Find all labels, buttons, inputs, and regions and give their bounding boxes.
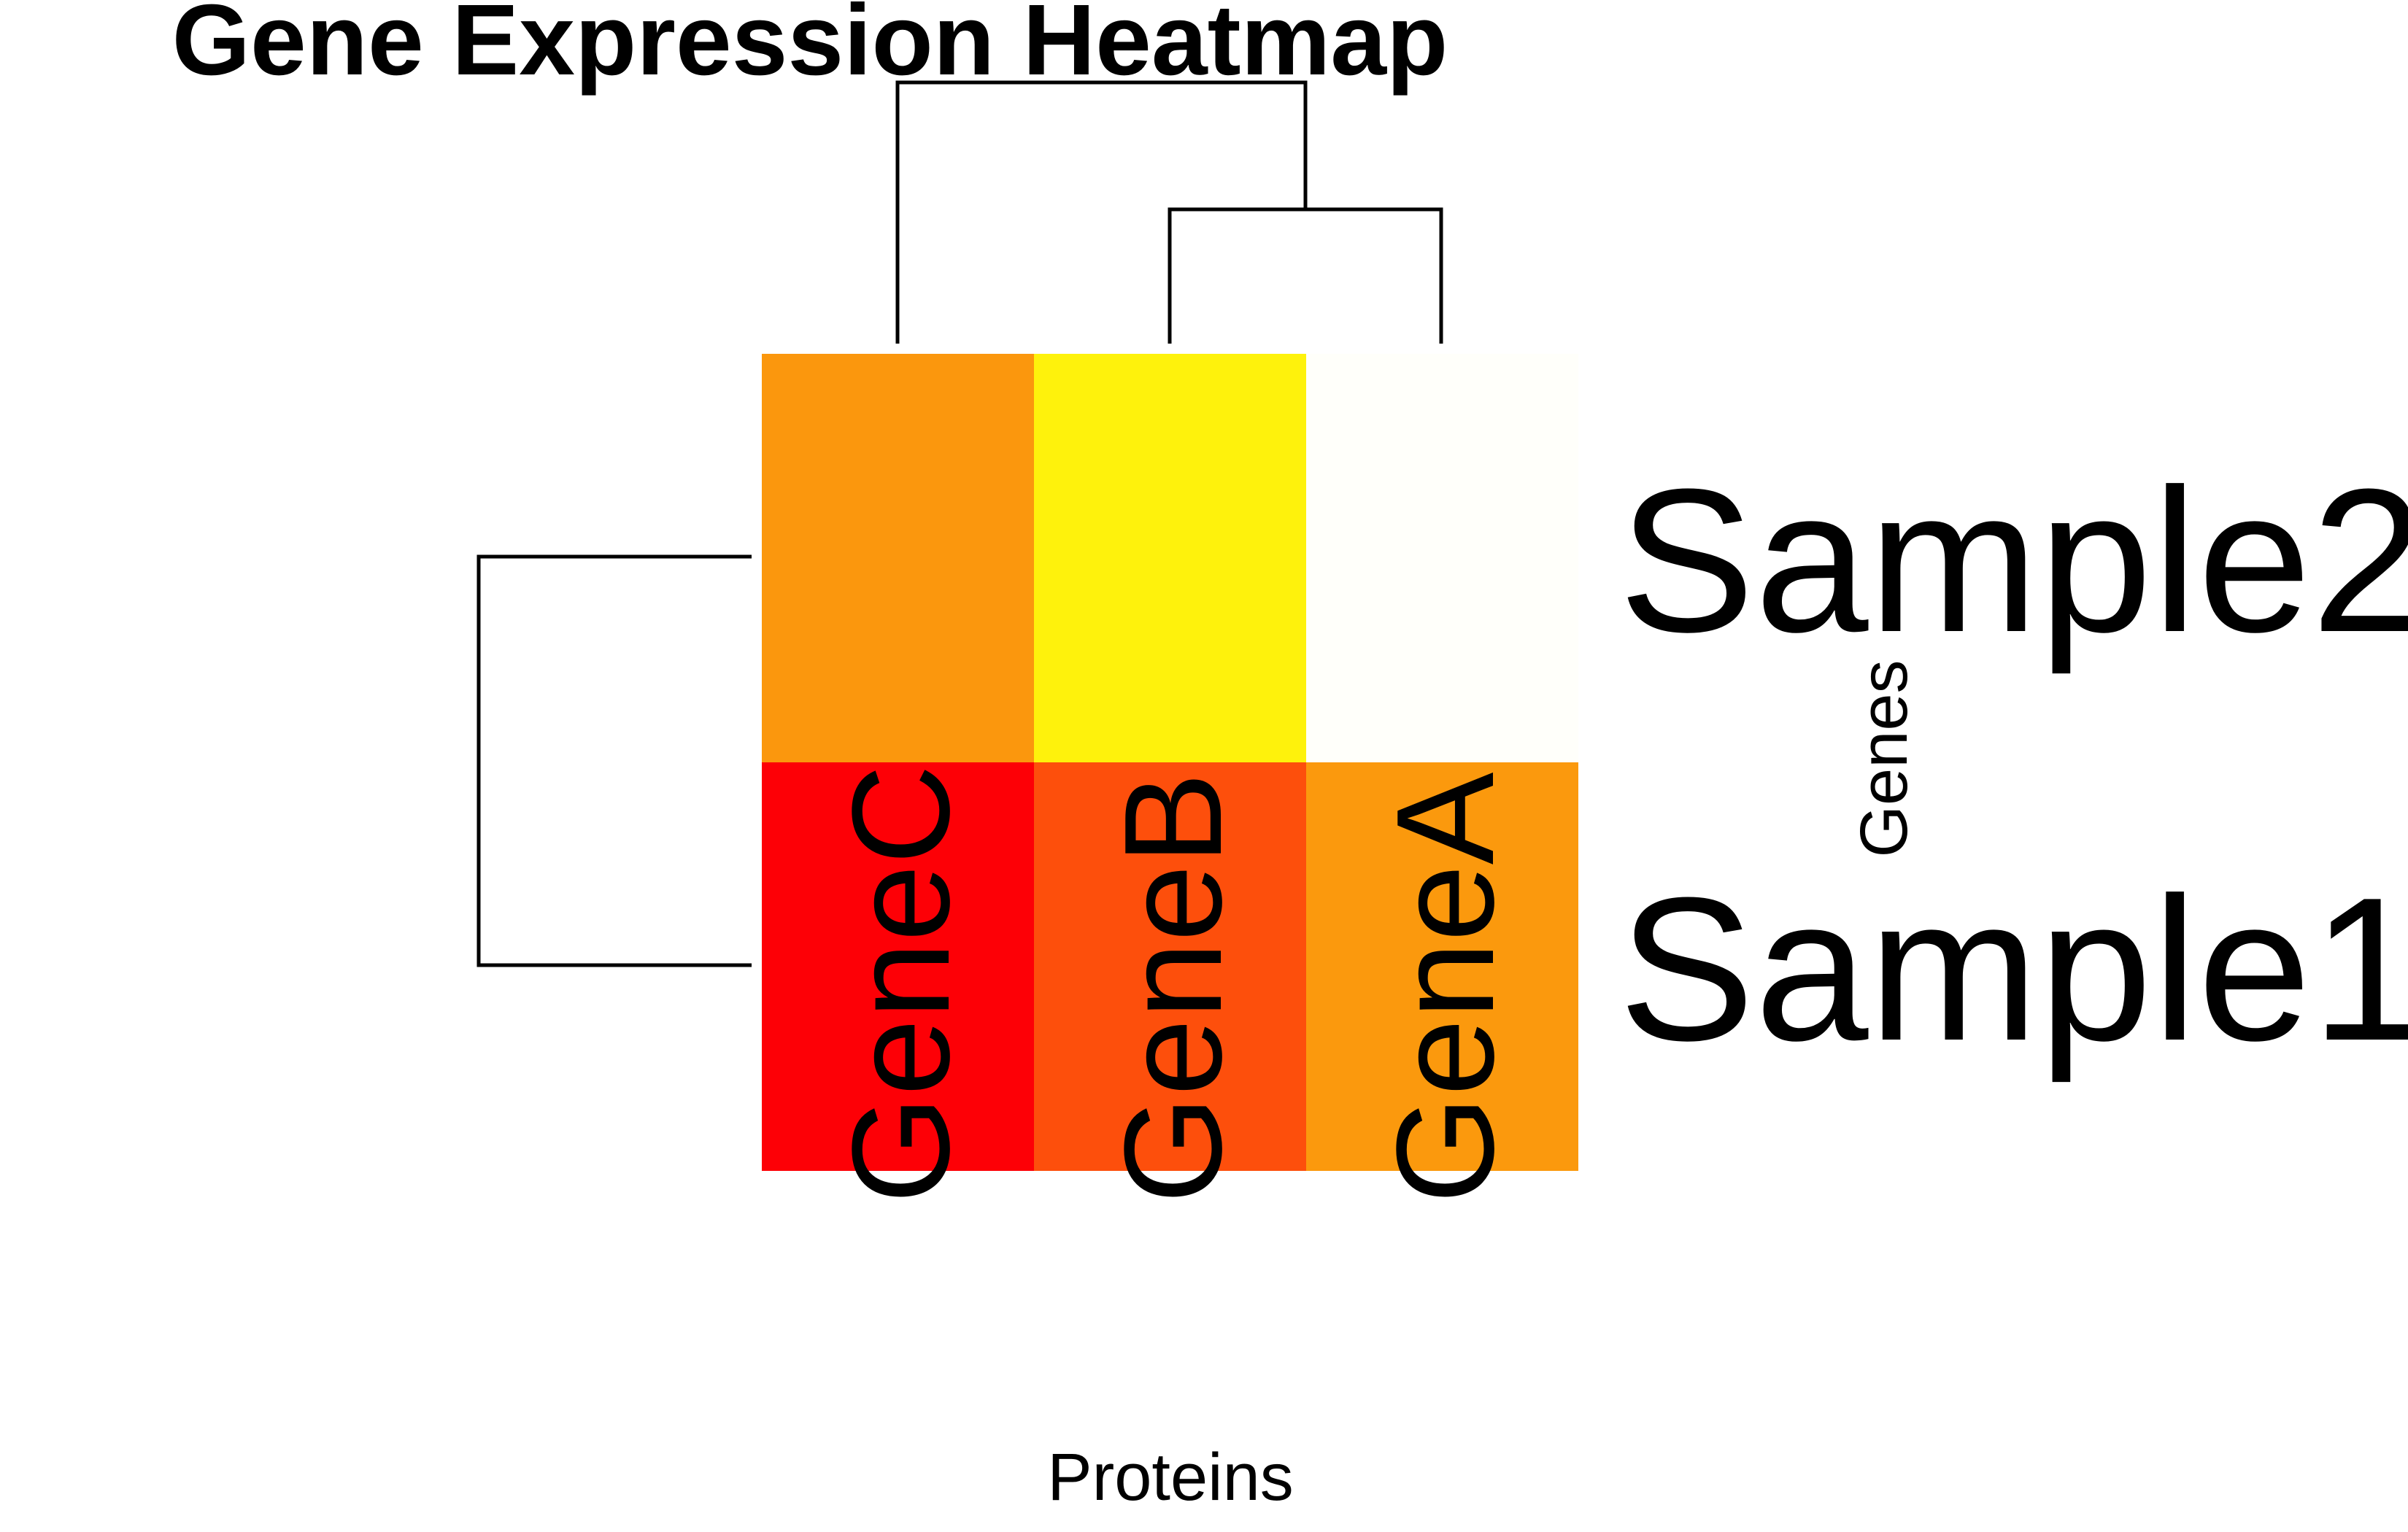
row-dendrogram	[476, 554, 752, 967]
column-label-genec: GeneC	[824, 765, 979, 1204]
heatmap-cells	[762, 354, 1578, 1171]
heatmap-cell-sample1-genec	[762, 762, 1034, 1171]
heatmap-cell-sample1-geneb	[1034, 762, 1306, 1171]
row-labels: Sample2 Sample1	[1618, 447, 2408, 1084]
heatmap-cell-sample2-genea	[1306, 354, 1578, 762]
row-label-sample1: Sample1	[1618, 856, 2408, 1084]
column-dendrogram-merge-root	[895, 80, 1308, 344]
column-label-genea: GeneA	[1368, 772, 1523, 1204]
column-label-geneb: GeneB	[1096, 772, 1251, 1204]
chart-title: Gene Expression Heatmap	[172, 0, 1448, 96]
column-dendrogram-merge-b-a	[1168, 207, 1443, 344]
heatmap-cell-sample1-genea	[1306, 762, 1578, 1171]
row-label-sample2: Sample2	[1618, 447, 2408, 676]
x-axis-title: Proteins	[1047, 1440, 1294, 1514]
row-dendrogram-merge	[476, 554, 752, 967]
heatmap-cell-sample2-genec	[762, 354, 1034, 762]
column-labels: GeneC GeneB GeneA	[824, 765, 1523, 1204]
y-axis-title: Genes	[1847, 659, 1921, 857]
heatmap-cell-sample2-geneb	[1034, 354, 1306, 762]
column-dendrogram	[895, 80, 1443, 344]
